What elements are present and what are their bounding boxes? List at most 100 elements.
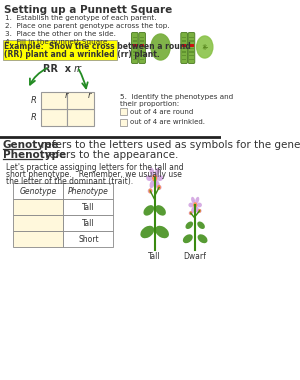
Ellipse shape [185, 222, 193, 229]
Circle shape [148, 188, 152, 193]
Ellipse shape [155, 180, 160, 188]
FancyBboxPatch shape [181, 33, 188, 63]
Circle shape [189, 211, 192, 215]
Bar [182, 44, 186, 45]
Text: refers to the letters used as symbols for the genes.: refers to the letters used as symbols fo… [38, 140, 300, 150]
Bar [63, 199, 113, 215]
Ellipse shape [195, 206, 199, 213]
Bar [189, 59, 194, 60]
Text: out of 4 are round: out of 4 are round [130, 109, 193, 114]
Circle shape [152, 174, 157, 182]
Bar [63, 215, 113, 231]
Ellipse shape [150, 180, 154, 188]
Ellipse shape [191, 206, 195, 213]
Text: the letter of the dominant (trait).: the letter of the dominant (trait). [6, 177, 133, 186]
Ellipse shape [183, 234, 193, 243]
Ellipse shape [150, 168, 154, 176]
Bar [133, 40, 137, 42]
Text: R: R [31, 96, 37, 105]
Ellipse shape [148, 188, 153, 193]
Text: their proportion:: their proportion: [120, 101, 179, 107]
Text: Genotype: Genotype [20, 187, 57, 195]
Text: Dwarf: Dwarf [184, 252, 207, 261]
Ellipse shape [197, 222, 205, 229]
Text: Let's practice assigning letters for the tall and: Let's practice assigning letters for the… [6, 163, 184, 172]
Bar [189, 51, 194, 53]
Bar [13, 231, 63, 247]
Bar [140, 37, 144, 38]
Bar [189, 37, 194, 38]
Bar [13, 215, 63, 231]
Ellipse shape [197, 209, 202, 213]
Bar [120, 108, 127, 115]
Bar [133, 51, 137, 53]
Text: 5.  Identify the phenotypes and: 5. Identify the phenotypes and [120, 94, 233, 100]
Ellipse shape [191, 197, 195, 204]
Bar [63, 183, 113, 199]
Bar [40, 109, 67, 126]
Text: rr: rr [74, 64, 82, 74]
Text: r: r [64, 91, 68, 100]
Bar [140, 40, 144, 42]
Ellipse shape [189, 211, 193, 215]
Bar [182, 44, 186, 48]
Text: Short: Short [78, 234, 99, 244]
Ellipse shape [196, 36, 213, 58]
Bar [133, 44, 137, 45]
Text: Phenotype: Phenotype [68, 187, 109, 195]
Bar [63, 231, 113, 247]
Text: r: r [88, 91, 91, 100]
Circle shape [157, 185, 161, 190]
Bar [182, 51, 186, 53]
Ellipse shape [143, 205, 154, 216]
Text: Tall: Tall [82, 218, 95, 228]
Bar [189, 44, 194, 48]
Bar [40, 92, 67, 109]
Bar [140, 51, 144, 53]
Bar [189, 44, 194, 45]
Bar [133, 37, 137, 38]
Bar [189, 55, 194, 56]
Bar [140, 44, 144, 45]
Bar [133, 55, 137, 56]
Bar [67, 109, 94, 126]
Ellipse shape [146, 175, 153, 181]
Circle shape [193, 202, 197, 208]
Bar [133, 48, 137, 49]
Ellipse shape [157, 185, 162, 190]
FancyBboxPatch shape [139, 33, 146, 63]
Ellipse shape [196, 203, 202, 207]
Bar [182, 55, 186, 56]
Circle shape [198, 209, 201, 213]
Text: out of 4 are wrinkled.: out of 4 are wrinkled. [130, 119, 205, 125]
Text: 2.  Place one parent genotype across the top.: 2. Place one parent genotype across the … [5, 23, 170, 29]
FancyBboxPatch shape [131, 33, 138, 63]
Text: 3.  Place the other on the side.: 3. Place the other on the side. [5, 31, 116, 37]
Text: short phenotype.   Remember, we usually use: short phenotype. Remember, we usually us… [6, 170, 182, 179]
Bar [140, 44, 144, 48]
Ellipse shape [198, 234, 208, 243]
Bar [182, 40, 186, 42]
FancyBboxPatch shape [188, 33, 195, 63]
Bar [67, 92, 94, 109]
Ellipse shape [157, 175, 163, 181]
Text: Tall: Tall [148, 252, 161, 261]
Text: RR  x: RR x [43, 64, 77, 74]
Text: 1.  Establish the genotype of each parent.: 1. Establish the genotype of each parent… [5, 15, 157, 21]
Bar [140, 55, 144, 56]
Ellipse shape [155, 226, 169, 238]
Ellipse shape [151, 34, 170, 60]
Text: Phenotype: Phenotype [3, 150, 66, 160]
Bar [133, 44, 137, 48]
Bar [120, 119, 127, 126]
Text: Genotype: Genotype [3, 140, 60, 150]
Bar [140, 48, 144, 49]
Bar [3, 40, 117, 60]
Bar [140, 59, 144, 60]
Text: Tall: Tall [82, 203, 95, 212]
Ellipse shape [155, 168, 160, 176]
Text: (RR) plant and a wrinkled (rr) plant.: (RR) plant and a wrinkled (rr) plant. [4, 50, 160, 59]
Text: Example:  Show the cross between a round: Example: Show the cross between a round [4, 42, 191, 51]
Ellipse shape [188, 203, 194, 207]
Ellipse shape [140, 226, 154, 238]
